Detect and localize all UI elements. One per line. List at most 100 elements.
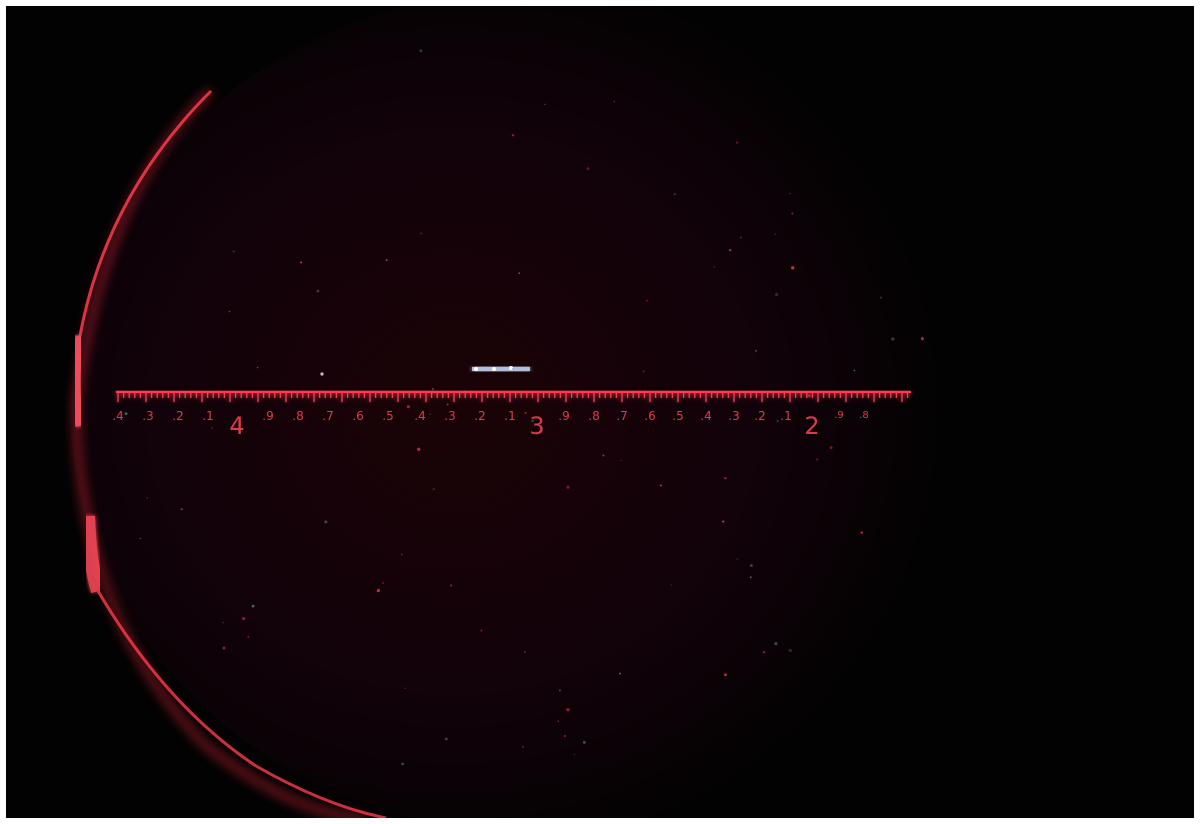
dust-speck: [891, 337, 895, 341]
dust-speck: [740, 236, 742, 239]
dust-speck: [724, 477, 727, 480]
scale-labels: .4 .3 .2 .1 4 .9 .8 .7 .6 .5 .4 .3 .2 .1 3 .9 .8 .7 .6 .5 .4…: [112, 409, 869, 440]
dust-speck: [724, 673, 727, 677]
dust-speck: [729, 248, 732, 252]
dust-speck: [791, 212, 794, 215]
dust-speck: [211, 427, 213, 429]
dust-speck: [749, 576, 752, 579]
dust-speck: [920, 337, 924, 341]
dust-speck: [775, 293, 779, 297]
scale-minor-label: .6: [352, 409, 363, 423]
dust-speck: [222, 621, 224, 624]
dust-speck: [566, 485, 570, 489]
scale-minor-label: .3: [142, 409, 153, 423]
scale-minor-label: .1: [202, 409, 213, 423]
dust-speck: [722, 520, 725, 523]
dust-speck: [450, 584, 453, 587]
scale-minor-label: .3: [444, 409, 455, 423]
scale-major-label-2: 2: [804, 412, 819, 440]
scale-minor-label: .2: [172, 409, 183, 423]
dust-specks: [124, 49, 924, 766]
dust-speck: [563, 735, 566, 737]
dust-speck: [247, 636, 249, 638]
scale-minor-label: .4: [700, 409, 711, 423]
scale-minor-label: .1: [504, 409, 515, 423]
horizontal-ruler-scale: [116, 391, 911, 402]
dust-speck: [659, 484, 662, 487]
dust-speck: [256, 366, 259, 369]
dust-speck: [180, 508, 183, 511]
dust-speck: [558, 689, 561, 692]
eyepiece-edge-glow: [70, 87, 387, 818]
dust-speck: [444, 737, 448, 741]
dust-speck: [791, 266, 795, 270]
dust-speck: [776, 419, 779, 423]
dust-speck: [432, 488, 435, 491]
dust-speck: [404, 687, 406, 689]
photo-frame: .4 .3 .2 .1 4 .9 .8 .7 .6 .5 .4 .3 .2 .1 3 .9 .8 .7 .6 .5 .4…: [6, 6, 1194, 818]
dust-speck: [242, 617, 246, 621]
dust-speck: [316, 289, 320, 293]
scale-major-label-3: 3: [529, 412, 544, 440]
dust-speck: [586, 167, 590, 170]
dust-speck: [419, 49, 423, 52]
dust-speck: [670, 584, 672, 586]
scale-minor-label: .2: [754, 409, 765, 423]
dust-speck: [531, 419, 534, 423]
dust-speck: [480, 629, 483, 632]
dust-speck: [511, 134, 515, 137]
dust-speck: [522, 746, 524, 748]
dust-speck: [124, 412, 128, 415]
dust-speck: [401, 762, 404, 766]
scale-minor-label: .4: [112, 409, 123, 423]
dust-speck: [713, 266, 716, 268]
dust-speck: [789, 192, 791, 195]
dust-speck: [613, 100, 616, 103]
dust-speck: [620, 459, 623, 462]
dust-speck: [646, 300, 648, 302]
dust-speck: [146, 497, 148, 499]
dust-speck: [879, 296, 882, 299]
dust-speck: [673, 193, 676, 196]
scale-minor-label: .3: [728, 409, 739, 423]
scale-minor-label: .5: [382, 409, 393, 423]
dust-speck: [829, 446, 833, 450]
scale-minor-label: .7: [322, 409, 333, 423]
dust-speck: [582, 741, 586, 744]
dust-speck: [228, 310, 231, 313]
scale-minor-label: .2: [474, 409, 485, 423]
scale-minor-label: .9: [262, 409, 273, 423]
dust-speck: [573, 753, 576, 756]
scale-minor-label: .8: [859, 410, 869, 421]
dust-speck: [524, 411, 527, 414]
dust-speck: [417, 447, 421, 451]
dust-speck: [754, 349, 758, 352]
dust-speck: [853, 369, 856, 372]
dust-speck: [251, 604, 255, 608]
dust-speck: [774, 233, 776, 235]
scale-minor-label: .7: [616, 409, 627, 423]
dust-speck: [324, 520, 328, 524]
dust-speck: [385, 259, 388, 262]
dust-speck: [241, 431, 244, 433]
dust-speck: [774, 642, 778, 646]
dust-speck: [523, 650, 527, 654]
dust-speck: [420, 232, 422, 235]
dust-speck: [735, 141, 739, 144]
scale-minor-label: .5: [672, 409, 683, 423]
dust-speck: [602, 454, 605, 457]
scale-minor-label: .6: [644, 409, 655, 423]
scale-minor-label: .4: [414, 409, 425, 423]
dust-speck: [762, 650, 766, 654]
scale-minor-label: .8: [588, 409, 599, 423]
scale-minor-label: .9: [558, 409, 569, 423]
dust-speck: [446, 403, 449, 406]
dust-speck: [400, 553, 403, 556]
dust-speck: [544, 103, 546, 106]
dust-speck: [512, 367, 514, 370]
dust-speck: [222, 646, 226, 650]
reticle-scene: .4 .3 .2 .1 4 .9 .8 .7 .6 .5 .4 .3 .2 .1 3 .9 .8 .7 .6 .5 .4…: [6, 6, 1194, 818]
dust-speck: [619, 672, 622, 675]
dust-speck: [566, 708, 570, 712]
dust-speck: [749, 564, 753, 568]
